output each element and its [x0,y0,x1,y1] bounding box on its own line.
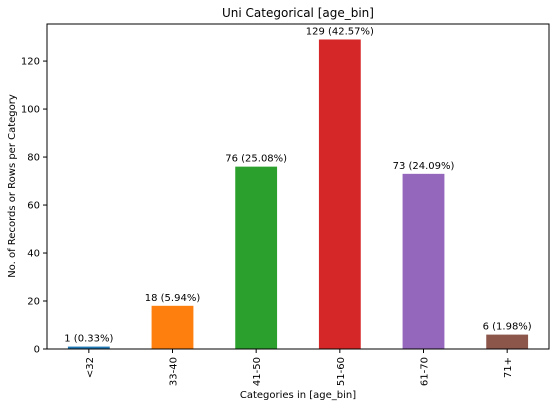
data-label-2: 76 (25.08%) [225,154,287,165]
y-tick-label-4: 80 [27,153,40,164]
x-tick-label-0: <32 [85,357,96,378]
chart-title: Uni Categorical [age_bin] [222,6,374,20]
bar-5 [486,334,529,349]
y-tick-label-6: 120 [21,57,40,68]
bar-0 [67,346,110,349]
axes-frame [46,23,550,350]
x-tick-label-1: 33-40 [169,357,180,386]
data-label-5: 6 (1.98%) [483,322,532,333]
data-label-4: 73 (24.09%) [393,161,455,172]
x-tick-label-4: 61-70 [420,357,431,386]
bar-3 [318,39,361,349]
y-tick-label-2: 40 [27,249,40,260]
bar-1 [151,305,194,349]
x-axis-label: Categories in [age_bin] [240,390,356,401]
y-axis-label: No. of Records or Rows per Category [7,94,18,278]
plot-area: 1 (0.33%) <32 18 (5.94%) 33-40 76 (25.08%) 41… [21,23,550,386]
bar-2 [235,166,278,349]
x-tick-label-5: 71+ [503,357,514,378]
data-label-0: 1 (0.33%) [64,334,113,345]
data-label-3: 129 (42.57%) [306,26,374,37]
y-tick-label-1: 20 [27,297,40,308]
data-label-1: 18 (5.94%) [145,293,201,304]
y-tick-label-5: 100 [21,105,40,116]
y-tick-label-0: 0 [34,345,40,356]
y-tick-label-3: 60 [27,201,40,212]
x-tick-label-3: 51-60 [336,357,347,386]
x-tick-label-2: 41-50 [252,357,263,386]
bar-4 [402,173,445,349]
